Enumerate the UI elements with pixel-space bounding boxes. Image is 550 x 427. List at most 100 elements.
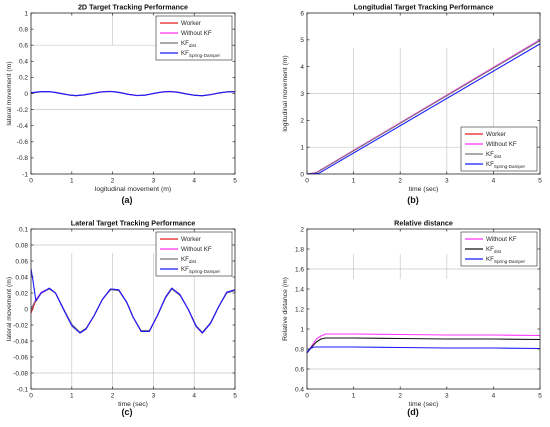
- legend-subscript: Spring-Damper: [494, 164, 526, 169]
- x-tick-label: 0: [305, 393, 309, 400]
- y-tick-label: -1: [22, 171, 28, 178]
- x-tick-label: 4: [192, 393, 196, 400]
- legend-subscript: dist: [494, 154, 502, 159]
- legend-label: Worker: [486, 131, 506, 138]
- series-line-1: [306, 333, 541, 354]
- y-tick-label: 1: [24, 10, 28, 17]
- legend-label: Worker: [181, 236, 201, 243]
- x-tick-label: 4: [492, 393, 496, 400]
- y-tick-label: 0.06: [15, 258, 28, 265]
- x-tick-label: 3: [152, 393, 156, 400]
- y-tick-label: 0.8: [295, 346, 304, 353]
- y-tick-label: 1.6: [295, 266, 304, 273]
- series-line-4: [30, 268, 236, 334]
- y-tick-label: -0.06: [13, 354, 28, 361]
- y-tick-label: 1.4: [295, 286, 304, 293]
- y-tick-label: 3: [300, 91, 304, 98]
- y-tick-label: 2: [300, 226, 304, 233]
- legend-subscript: Spring-Damper: [494, 259, 526, 264]
- y-tick-label: 1: [300, 144, 304, 151]
- x-tick-label: 5: [538, 393, 542, 400]
- y-tick-label: 6: [300, 10, 304, 17]
- y-tick-label: 0.04: [15, 274, 28, 281]
- chart-panel-b: 0 1 2 3 4 5 0 1 2 3 4 5 6 Longitudial Target Tracking…: [282, 3, 542, 206]
- legend-label: Without KF: [181, 246, 212, 253]
- y-tick-label: 0.1: [19, 226, 28, 233]
- y-tick-label: 0.6: [295, 366, 304, 373]
- x-tick-label: 0: [29, 393, 33, 400]
- legend: Worker Without KF KFdist KFSpring-Damper: [155, 15, 233, 61]
- legend: Without KF KFdist KFSpring-Damper: [460, 231, 538, 267]
- y-tick-label: -0.6: [17, 139, 29, 146]
- x-tick-label: 5: [233, 393, 237, 400]
- x-tick-label: 2: [398, 393, 402, 400]
- legend-label: KFSpring-Damper: [486, 256, 526, 264]
- panel-caption: (c): [122, 407, 133, 417]
- legend: Worker Without KF KFdist KFSpring-Damper: [155, 231, 233, 277]
- legend: Worker Without KF KFdist KFSpring-Damper: [460, 126, 538, 172]
- y-tick-label: -0.4: [17, 123, 29, 130]
- legend-subscript: dist: [189, 259, 197, 264]
- chart-title: Lateral Target Tracking Performance: [71, 219, 196, 228]
- y-tick-label: 1.8: [295, 246, 304, 253]
- y-tick-label: 0: [300, 171, 304, 178]
- x-tick-label: 3: [152, 178, 156, 185]
- legend-label: KFSpring-Damper: [181, 50, 221, 58]
- x-tick-label: 1: [70, 393, 74, 400]
- chart-panel-a: 0 1 2 3 4 5 -1 -0.8 -0.6 -0.4 -0.2 0 0.2 0.4 0.6 0.8 1 2D…: [6, 3, 237, 206]
- panel-caption: (b): [407, 195, 419, 205]
- y-tick-label: 5: [300, 37, 304, 44]
- x-tick-label: 4: [492, 178, 496, 185]
- x-tick-label: 4: [192, 178, 196, 185]
- x-tick-label: 3: [445, 393, 449, 400]
- y-axis-label: lateral movement (m): [6, 61, 13, 125]
- y-axis-label: logitudinal movement (m): [282, 55, 289, 131]
- x-tick-label: 2: [111, 178, 115, 185]
- y-tick-label: -0.1: [17, 386, 29, 393]
- y-tick-label: 0.02: [15, 290, 28, 297]
- y-tick-label: 0.8: [19, 26, 28, 33]
- x-axis-label: time (sec): [409, 186, 439, 193]
- y-tick-label: 2: [300, 118, 304, 125]
- x-tick-label: 1: [352, 178, 356, 185]
- x-tick-label: 3: [445, 178, 449, 185]
- legend-label: KFdist: [486, 246, 502, 254]
- y-tick-label: -0.04: [13, 338, 28, 345]
- legend-label: Worker: [181, 20, 201, 27]
- chart-title: 2D Target Tracking Performance: [78, 3, 188, 12]
- legend-label: Without KF: [486, 141, 517, 148]
- chart-panel-c: 0 1 2 3 4 5 -0.1 -0.08 -0.06 -0.04 -0.02 0 0.02 0.04 0…: [6, 219, 237, 418]
- series-line-3: [306, 346, 541, 354]
- legend-label: KFdist: [181, 256, 197, 264]
- chart-title: Longitudial Target Tracking Performance: [354, 3, 494, 12]
- legend-subscript: Spring-Damper: [189, 53, 221, 58]
- legend-label: KFSpring-Damper: [181, 266, 221, 274]
- y-tick-label: -0.02: [13, 322, 28, 329]
- x-tick-label: 0: [305, 178, 309, 185]
- x-tick-label: 2: [111, 393, 115, 400]
- y-tick-label: 0.4: [295, 386, 304, 393]
- x-tick-label: 1: [352, 393, 356, 400]
- panel-caption: (a): [122, 195, 133, 205]
- legend-subscript: dist: [494, 249, 502, 254]
- legend-label: KFdist: [181, 40, 197, 48]
- legend-label: Without KF: [181, 30, 212, 37]
- y-tick-label: -0.2: [17, 107, 29, 114]
- y-axis-label: lateral movement (m): [6, 277, 13, 341]
- series-line-4: [30, 90, 236, 97]
- y-tick-label: 0.08: [15, 242, 28, 249]
- y-tick-label: 0.4: [19, 59, 28, 66]
- legend-label: KFSpring-Damper: [486, 161, 526, 169]
- chart-panel-d: 0 1 2 3 4 5 0.4 0.6 0.8 1 1.2 1.4 1.6 1.8 2 Relative di…: [282, 219, 542, 418]
- x-tick-label: 0: [29, 178, 33, 185]
- y-axis-label: Relative distance (m): [282, 277, 289, 341]
- x-axis-label: time (sec): [409, 401, 439, 408]
- legend-label: Without KF: [486, 236, 517, 243]
- y-tick-label: -0.8: [17, 155, 29, 162]
- legend-label: KFdist: [486, 151, 502, 159]
- y-tick-label: 0.6: [19, 43, 28, 50]
- x-tick-label: 2: [398, 178, 402, 185]
- legend-subscript: Spring-Damper: [189, 269, 221, 274]
- y-tick-label: 1: [300, 326, 304, 333]
- y-tick-label: 0: [24, 91, 28, 98]
